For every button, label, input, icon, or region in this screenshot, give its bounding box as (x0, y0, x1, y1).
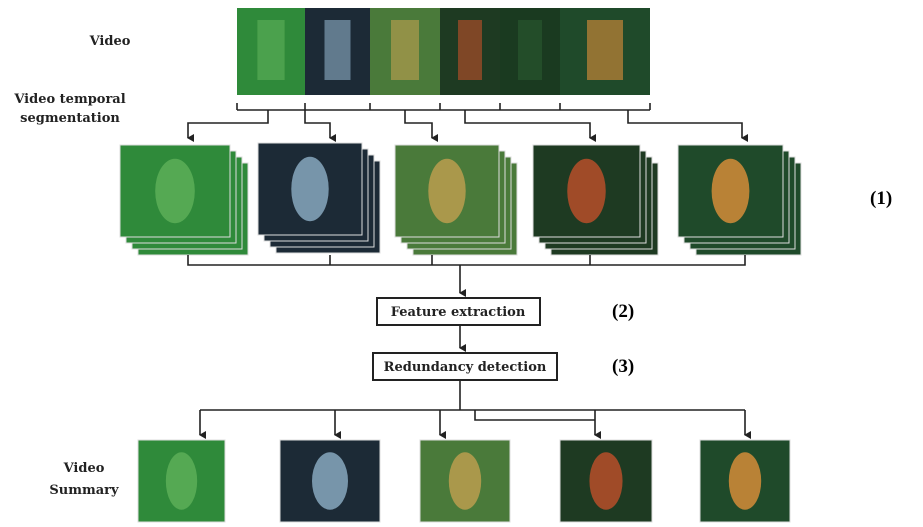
frame-detail (312, 452, 348, 509)
video-detail (587, 20, 623, 80)
frame-detail (567, 159, 606, 223)
summary-label: Video (63, 461, 105, 476)
pipeline-diagram: Video Video temporal segmentation Video … (0, 0, 923, 527)
segmentation-label: segmentation (20, 111, 120, 126)
segmentation-label: Video temporal (13, 92, 125, 107)
frame-detail (729, 452, 761, 509)
frame-detail (589, 452, 622, 509)
video-detail (325, 20, 351, 80)
frame-detail (449, 452, 481, 509)
step-label: Redundancy detection (384, 360, 547, 375)
step-number: (2) (612, 301, 634, 322)
frame-detail (291, 157, 328, 221)
frame-detail (712, 159, 750, 223)
step-label: Feature extraction (391, 305, 526, 320)
arrow (465, 110, 590, 138)
frame-detail (155, 159, 195, 223)
arrow (628, 110, 742, 138)
step-number: (3) (612, 356, 634, 377)
arrow (405, 110, 432, 138)
layout (120, 8, 801, 522)
arrow (188, 110, 268, 138)
summary-label: Summary (49, 483, 119, 498)
connector (475, 410, 595, 420)
video-detail (391, 20, 419, 80)
video-detail (257, 20, 284, 80)
step-number: (1) (870, 188, 892, 209)
connector (188, 255, 745, 265)
video-detail (518, 20, 542, 80)
video-label: Video (89, 34, 131, 49)
frame-detail (428, 159, 465, 223)
video-detail (458, 20, 482, 80)
frame-detail (166, 452, 197, 509)
arrow (305, 110, 330, 138)
